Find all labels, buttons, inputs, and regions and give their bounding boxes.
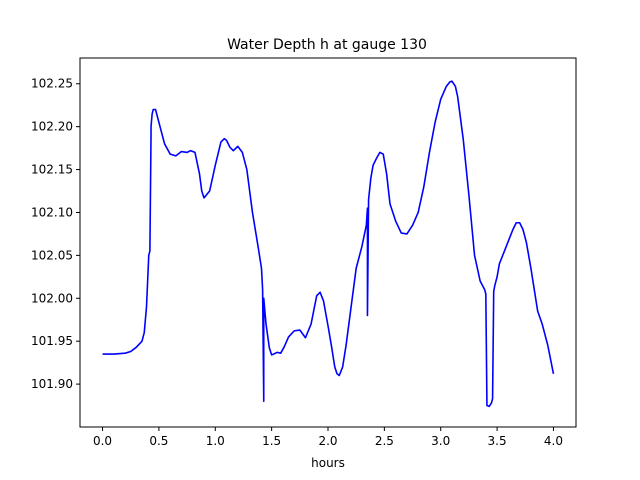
x-tick-label: 2.5 (375, 434, 394, 448)
y-tick-label: 101.95 (31, 334, 73, 348)
x-tick-label: 2.0 (318, 434, 337, 448)
x-axis: 0.0 0.5 1.0 1.5 2.0 2.5 3.0 3.5 4.0 (93, 427, 563, 448)
x-tick-label: 4.0 (544, 434, 563, 448)
x-tick-label: 1.5 (262, 434, 281, 448)
y-tick-label: 102.25 (31, 77, 73, 91)
y-tick-label: 102.05 (31, 248, 73, 262)
x-tick-label: 1.0 (206, 434, 225, 448)
y-tick-label: 102.20 (31, 120, 73, 134)
y-tick-label: 102.00 (31, 291, 73, 305)
x-tick-label: 0.0 (93, 434, 112, 448)
x-tick-label: 3.0 (431, 434, 450, 448)
x-axis-label: hours (311, 456, 345, 470)
series-line-0 (103, 81, 554, 406)
y-tick-label: 102.15 (31, 163, 73, 177)
series-layer (103, 81, 554, 406)
y-axis: 101.90 101.95 102.00 102.05 102.10 102.15 102.… (31, 77, 80, 391)
y-tick-label: 102.10 (31, 205, 73, 219)
plot-area (80, 58, 576, 427)
x-tick-label: 0.5 (149, 434, 168, 448)
y-tick-label: 101.90 (31, 377, 73, 391)
chart-title: Water Depth h at gauge 130 (227, 37, 427, 53)
x-tick-label: 3.5 (488, 434, 507, 448)
